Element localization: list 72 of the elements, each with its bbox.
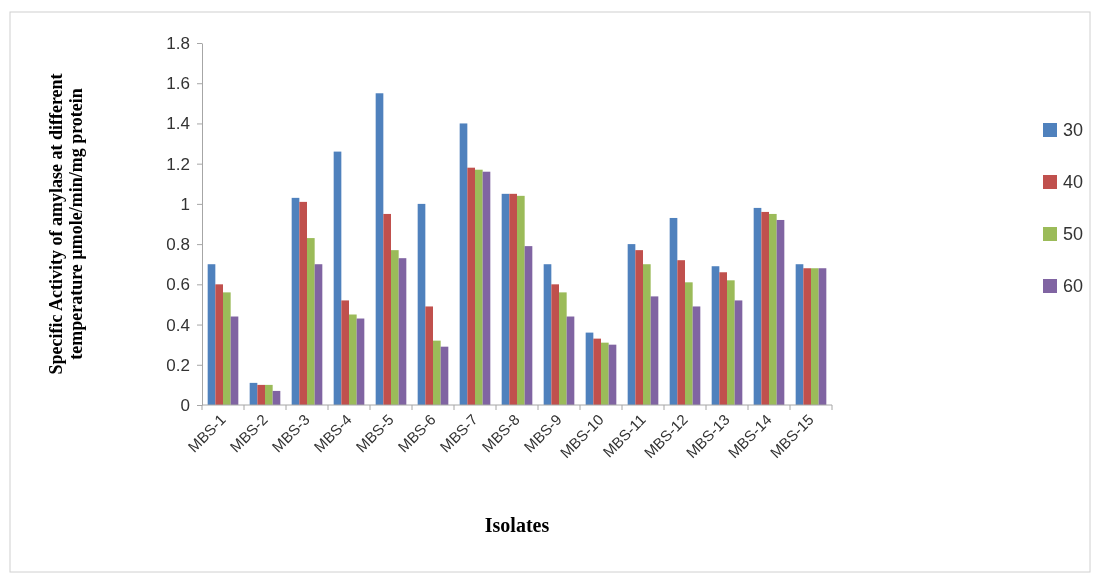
bar bbox=[215, 284, 223, 405]
bar bbox=[727, 280, 735, 405]
y-tick-label: 0.2 bbox=[166, 355, 190, 375]
bar bbox=[566, 316, 575, 405]
bar bbox=[643, 264, 651, 405]
bar bbox=[230, 316, 239, 405]
bar bbox=[517, 195, 525, 405]
bar bbox=[356, 318, 365, 405]
legend-label: 30 bbox=[1063, 120, 1084, 141]
bar bbox=[734, 300, 743, 405]
bar bbox=[650, 296, 659, 405]
y-tick-label: 1.8 bbox=[166, 33, 190, 53]
bar bbox=[635, 250, 643, 405]
bar bbox=[265, 384, 273, 405]
bar bbox=[803, 268, 811, 405]
y-tick-label: 1.4 bbox=[166, 114, 190, 134]
bar bbox=[375, 93, 384, 405]
bar bbox=[761, 211, 769, 405]
bar bbox=[482, 171, 491, 405]
bar bbox=[719, 272, 727, 405]
bar bbox=[711, 266, 720, 405]
bar bbox=[341, 300, 349, 405]
legend-label: 60 bbox=[1063, 276, 1084, 297]
bar bbox=[524, 246, 533, 405]
bar bbox=[314, 264, 323, 405]
y-tick-label: 1.6 bbox=[166, 74, 190, 94]
bar bbox=[333, 151, 342, 405]
bar bbox=[551, 284, 559, 405]
bar bbox=[467, 167, 475, 405]
bar bbox=[398, 258, 407, 405]
y-tick-label: 0 bbox=[180, 395, 190, 415]
bar bbox=[585, 332, 594, 405]
bar bbox=[391, 250, 399, 405]
bar bbox=[207, 264, 216, 405]
bar bbox=[349, 314, 357, 405]
bar bbox=[433, 340, 441, 405]
bar bbox=[299, 201, 307, 405]
y-axis-title: Specific Activity of amylase at different temperature µmole/min/mg protein bbox=[46, 73, 86, 375]
y-tick-label: 0.8 bbox=[166, 235, 190, 255]
bar bbox=[669, 217, 678, 405]
bar bbox=[307, 238, 315, 405]
bar bbox=[425, 306, 433, 405]
bar bbox=[223, 292, 231, 405]
bar bbox=[459, 123, 468, 405]
bar bbox=[509, 193, 517, 405]
bar bbox=[795, 264, 804, 405]
bar bbox=[601, 342, 609, 405]
bar bbox=[543, 264, 552, 405]
bar bbox=[627, 244, 636, 405]
bar bbox=[769, 213, 777, 405]
legend-label: 50 bbox=[1063, 224, 1084, 245]
bar bbox=[501, 193, 510, 405]
bar bbox=[257, 384, 265, 405]
bar bbox=[677, 260, 685, 405]
bar bbox=[753, 207, 762, 405]
y-tick-label: 0.4 bbox=[166, 315, 190, 335]
y-tick-label: 1.2 bbox=[166, 154, 190, 174]
bar bbox=[818, 268, 827, 405]
y-tick-label: 0.6 bbox=[166, 275, 190, 295]
bar bbox=[685, 282, 693, 405]
bar bbox=[475, 169, 483, 405]
y-tick-label: 1 bbox=[180, 194, 190, 214]
bar bbox=[559, 292, 567, 405]
bar bbox=[291, 197, 300, 405]
x-axis-title: Isolates bbox=[484, 514, 550, 536]
bar bbox=[383, 213, 391, 405]
legend-label: 40 bbox=[1063, 172, 1084, 193]
bar bbox=[593, 338, 601, 405]
bar bbox=[811, 268, 819, 405]
bar bbox=[417, 203, 426, 405]
bar bbox=[776, 219, 785, 405]
bar bbox=[692, 306, 701, 405]
